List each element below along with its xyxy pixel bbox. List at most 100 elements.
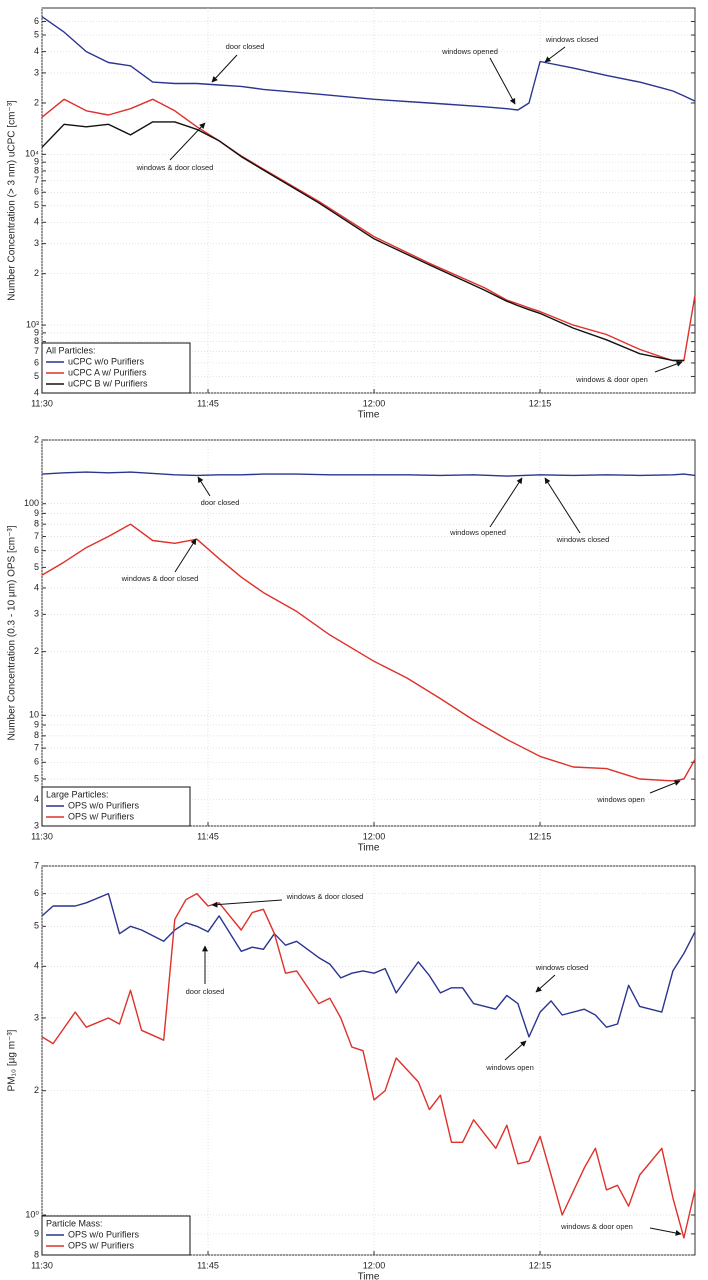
annotation: windows closed <box>545 35 599 44</box>
y-tick-label: 8 <box>34 336 39 346</box>
series-line <box>41 523 696 782</box>
y-tick-label: 4 <box>34 217 39 227</box>
y-tick-label: 7 <box>34 742 39 752</box>
plot-frame <box>41 865 696 1256</box>
x-tick-label: 11:45 <box>197 1260 219 1270</box>
y-tick-label: 5 <box>34 200 39 210</box>
annotation: door closed <box>201 498 240 507</box>
annotation: windows & door closed <box>136 163 214 172</box>
annotation: windows & door open <box>560 1222 633 1231</box>
y-tick-label: 8 <box>34 730 39 740</box>
y-tick-label: 9 <box>34 1228 39 1238</box>
annotation-arrow <box>649 780 681 794</box>
y-tick-label: 7 <box>34 346 39 356</box>
series-line <box>41 98 696 362</box>
y-tick-label: 6 <box>34 545 39 555</box>
x-axis-label: Time <box>358 410 380 421</box>
y-tick-label: 2 <box>34 1085 39 1095</box>
x-axis-label: Time <box>358 1272 380 1280</box>
legend-title: Large Particles: <box>46 789 109 799</box>
x-tick-label: 12:00 <box>363 398 386 408</box>
y-tick-label: 10⁰ <box>25 1209 39 1219</box>
series-line <box>41 16 696 111</box>
x-tick-label: 11:45 <box>197 831 219 841</box>
x-tick-label: 11:30 <box>31 831 53 841</box>
legend-label: OPS w/o Purifiers <box>68 800 140 810</box>
annotation: windows & door open <box>575 375 648 384</box>
annotation: door closed <box>226 42 265 51</box>
y-tick-label: 3 <box>34 238 39 248</box>
y-tick-label: 10⁴ <box>25 149 39 159</box>
y-tick-label: 3 <box>34 609 39 619</box>
legend-label: OPS w/o Purifiers <box>68 1229 140 1239</box>
annotation-arrow <box>654 361 683 373</box>
x-tick-label: 12:15 <box>529 398 552 408</box>
annotation-arrow <box>504 1040 527 1061</box>
x-axis-label: Time <box>358 843 380 854</box>
annotation-arrow <box>169 122 206 161</box>
annotation: windows opened <box>441 47 498 56</box>
annotation: windows closed <box>535 963 589 972</box>
y-tick-label: 2 <box>34 268 39 278</box>
y-tick-label: 5 <box>34 562 39 572</box>
legend-title: Particle Mass: <box>46 1218 103 1228</box>
y-tick-label: 9 <box>34 719 39 729</box>
y-tick-label: 7 <box>34 860 39 870</box>
annotation-arrow <box>489 477 523 528</box>
series-line <box>41 892 696 1038</box>
annotation: windows open <box>596 795 645 804</box>
annotation-arrow <box>535 974 556 993</box>
annotation: windows open <box>485 1063 534 1072</box>
y-tick-label: 8 <box>34 165 39 175</box>
legend-label: uCPC A w/ Purifiers <box>68 367 147 377</box>
x-tick-label: 11:45 <box>197 398 219 408</box>
y-tick-label: 9 <box>34 327 39 337</box>
x-tick-label: 12:15 <box>529 831 552 841</box>
annotation-arrow <box>544 477 581 534</box>
y-tick-label: 9 <box>34 157 39 167</box>
y-tick-label: 7 <box>34 531 39 541</box>
annotation-arrow <box>211 54 238 83</box>
legend-label: OPS w/ Purifiers <box>68 811 135 821</box>
x-tick-label: 11:30 <box>31 398 53 408</box>
legend-box <box>41 786 191 827</box>
y-tick-label: 4 <box>34 961 39 971</box>
y-tick-label: 8 <box>34 1249 39 1259</box>
chart-panel: 8 9 10⁰ 2 3 4 5 6 7 11:30 11:45 12:00 12:15 Time PM₁₀ … <box>7 860 696 1280</box>
series-line <box>41 121 684 362</box>
annotation: windows closed <box>556 535 610 544</box>
y-tick-label: 6 <box>34 187 39 197</box>
annotation-arrow <box>544 46 566 63</box>
x-tick-label: 12:00 <box>363 831 386 841</box>
legend-box <box>41 1215 191 1256</box>
y-axis-label: PM₁₀ [µg m⁻³] <box>7 1029 18 1091</box>
y-tick-label: 5 <box>34 921 39 931</box>
annotation: windows opened <box>449 528 506 537</box>
series-line <box>41 471 696 477</box>
legend-title: All Particles: <box>46 345 96 355</box>
y-axis-label: Number Concentration (0.3 - 10 µm) OPS [… <box>7 525 18 740</box>
y-tick-label: 3 <box>34 820 39 830</box>
x-tick-label: 12:00 <box>363 1260 386 1270</box>
y-tick-label: 4 <box>34 582 39 592</box>
y-tick-label: 4 <box>34 794 39 804</box>
y-tick-label: 6 <box>34 357 39 367</box>
y-tick-label: 7 <box>34 175 39 185</box>
y-tick-label: 2 <box>34 646 39 656</box>
y-tick-label: 4 <box>34 387 39 397</box>
annotation-arrow <box>489 57 516 105</box>
legend-label: uCPC w/o Purifiers <box>68 356 145 366</box>
annotation: windows & door closed <box>286 892 364 901</box>
annotation: door closed <box>186 987 225 996</box>
annotation-arrow <box>211 899 283 908</box>
annotation-arrow <box>649 1227 682 1236</box>
y-tick-label: 8 <box>34 519 39 529</box>
annotation: windows & door closed <box>121 574 199 583</box>
y-tick-label: 10³ <box>26 319 39 329</box>
y-tick-label: 100 <box>24 498 39 508</box>
legend-label: OPS w/ Purifiers <box>68 1240 135 1250</box>
y-tick-label: 5 <box>34 773 39 783</box>
